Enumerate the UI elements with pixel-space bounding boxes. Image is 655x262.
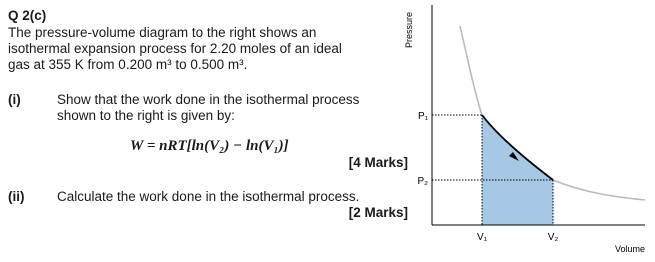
v1-label: V₁ <box>477 232 488 243</box>
question-number: Q 2(c) <box>8 8 47 23</box>
part-text: Calculate the work done in the isotherma… <box>57 189 360 204</box>
part-text: shown to the right is given by: <box>57 108 235 123</box>
intro-line: isothermal expansion process for 2.20 mo… <box>8 41 342 56</box>
marks: [2 Marks] <box>348 205 408 220</box>
direction-arrow <box>509 152 519 161</box>
p1-label: P₁ <box>418 111 429 122</box>
pv-diagram: Pressure Volume P₁ P₂ V₁ V₂ <box>404 5 646 254</box>
intro-line: gas at 355 K from 0.200 m³ to 0.500 m³. <box>8 57 248 72</box>
intro-line: The pressure-volume diagram to the right… <box>8 25 317 40</box>
part-label: (ii) <box>8 189 25 204</box>
v2-label: V₂ <box>548 232 559 243</box>
isotherm <box>552 179 646 201</box>
process-path <box>481 114 554 181</box>
p2-label: P₂ <box>417 176 428 187</box>
work-area <box>482 115 553 225</box>
part-text: Show that the work done in the isotherma… <box>57 92 360 107</box>
isotherm <box>459 25 483 116</box>
x-axis-label: Volume <box>615 244 645 254</box>
part-label: (i) <box>8 92 21 107</box>
y-axis-label: Pressure <box>404 12 414 48</box>
formula: W = nRT[ln(V₂) − ln(V₁)] <box>130 138 289 154</box>
marks: [4 Marks] <box>348 155 408 170</box>
